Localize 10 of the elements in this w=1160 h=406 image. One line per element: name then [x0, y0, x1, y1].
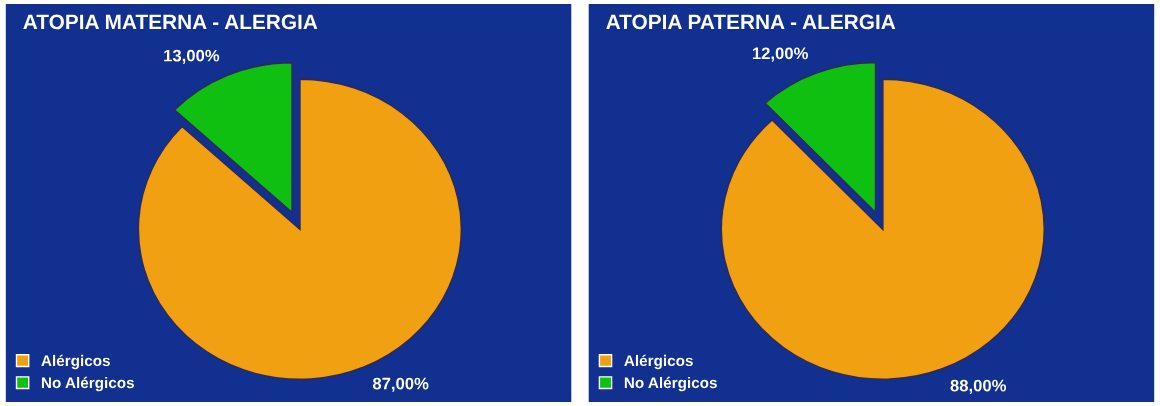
legend-label: Alérgicos	[41, 354, 110, 370]
data-label: 88,00%	[950, 379, 1007, 394]
chart-title: ATOPIA PATERNA - ALERGIA	[606, 14, 896, 30]
legend-label: No Alérgicos	[624, 376, 717, 392]
legend-label: No Alérgicos	[41, 376, 134, 392]
data-label: 87,00%	[372, 377, 429, 392]
data-label: 12,00%	[752, 47, 808, 62]
legend-label: Alérgicos	[624, 354, 693, 370]
chart-title: ATOPIA MATERNA - ALERGIA	[23, 14, 318, 30]
data-label: 13,00%	[164, 49, 220, 64]
